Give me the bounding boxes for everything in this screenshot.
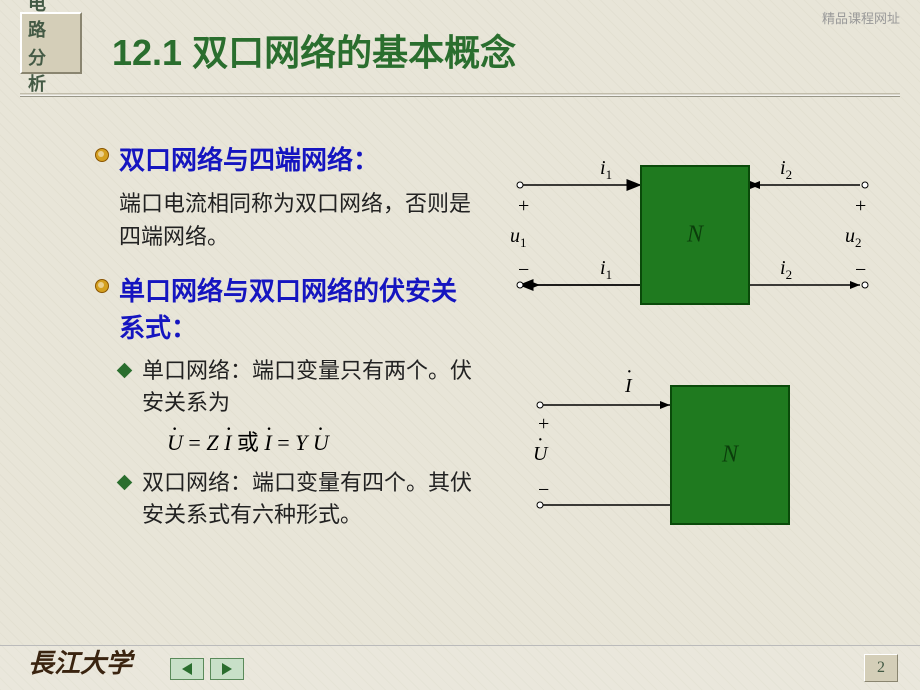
label-u-phasor: U xyxy=(533,443,547,466)
badge-line-1: 电 路 xyxy=(22,0,80,42)
diamond-icon xyxy=(117,363,133,379)
bullet-section-2: 单口网络与双口网络的伏安关系式： xyxy=(95,271,475,345)
minus-left: − xyxy=(518,259,529,282)
minus-right: − xyxy=(855,259,866,282)
title-divider-shadow xyxy=(20,96,900,97)
page-number: 2 xyxy=(864,654,898,682)
bullet-icon xyxy=(95,279,109,293)
label-i2-bot: i2 xyxy=(780,257,792,283)
label-i2-top: i2 xyxy=(780,157,792,183)
bullet-section-1: 双口网络与四端网络： xyxy=(95,140,475,177)
badge-line-2: 分 析 xyxy=(22,44,80,96)
page-title: 12.1 双口网络的基本概念 xyxy=(112,24,516,76)
formula-text: U = Z I 或 I = Y U xyxy=(167,425,475,457)
section-heading-2: 单口网络与双口网络的伏安关系式： xyxy=(119,271,475,345)
sub-text-2: 双口网络：端口变量有四个。其伏安关系式有六种形式。 xyxy=(142,467,475,531)
section-heading-1: 双口网络与四端网络： xyxy=(119,140,379,177)
figures-area: N i1 i2 i1 i2 + − + − u1 u2 N I + − U xyxy=(510,155,890,525)
nav-prev-button[interactable] xyxy=(170,658,204,680)
label-i1-bot: i1 xyxy=(600,257,612,283)
box-label-n: N xyxy=(687,222,703,249)
triangle-left-icon xyxy=(182,663,192,675)
label-u1: u1 xyxy=(510,225,527,251)
network-box: N xyxy=(670,385,790,525)
bullet-icon xyxy=(95,148,109,162)
box-label-n: N xyxy=(722,442,738,469)
watermark-text: 精品课程网址 xyxy=(822,8,900,27)
triangle-right-icon xyxy=(222,663,232,675)
sub-text-1: 单口网络：端口变量只有两个。伏安关系为 xyxy=(142,355,475,419)
network-box: N xyxy=(640,165,750,305)
label-i-phasor: I xyxy=(625,375,632,398)
bottom-bar xyxy=(0,645,920,690)
label-u2: u2 xyxy=(845,225,862,251)
plus-left: + xyxy=(518,195,529,218)
plus-right: + xyxy=(855,195,866,218)
section-body-1: 端口电流相同称为双口网络，否则是四端网络。 xyxy=(119,187,475,253)
diamond-icon xyxy=(117,475,133,491)
one-port-diagram: N I + − U xyxy=(510,375,880,525)
sub-bullet-1: 单口网络：端口变量只有两个。伏安关系为 xyxy=(119,355,475,419)
label-i1-top: i1 xyxy=(600,157,612,183)
two-port-diagram: N i1 i2 i1 i2 + − + − u1 u2 xyxy=(510,155,880,315)
course-badge: 电 路 分 析 xyxy=(20,12,82,74)
nav-buttons xyxy=(170,658,244,680)
nav-next-button[interactable] xyxy=(210,658,244,680)
minus-sign: − xyxy=(538,479,549,502)
university-name: 長江大学 xyxy=(28,643,132,680)
sub-bullet-2: 双口网络：端口变量有四个。其伏安关系式有六种形式。 xyxy=(119,467,475,531)
content-area: 双口网络与四端网络： 端口电流相同称为双口网络，否则是四端网络。 单口网络与双口… xyxy=(95,140,475,537)
